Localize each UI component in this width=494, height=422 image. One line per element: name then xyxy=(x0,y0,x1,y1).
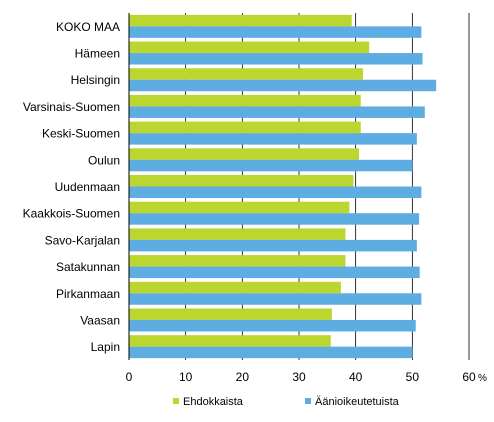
bar-ehdokkaista-2 xyxy=(129,68,364,80)
category-label: Pirkanmaan xyxy=(56,287,120,301)
bar-aanioikeutetuista-7 xyxy=(129,213,420,225)
legend: Ehdokkaista Äänioikeutetuista xyxy=(173,396,400,408)
category-label: Vaasan xyxy=(80,313,120,327)
x-tick-label: 20 xyxy=(236,370,250,384)
legend-label: Ehdokkaista xyxy=(183,396,244,408)
legend-swatch xyxy=(305,398,311,404)
category-label: KOKO MAA xyxy=(56,20,120,34)
category-label: Uudenmaan xyxy=(55,180,120,194)
legend-label: Äänioikeutetuista xyxy=(315,396,400,408)
bar-aanioikeutetuista-1 xyxy=(129,53,423,65)
category-label: Helsingin xyxy=(71,73,120,87)
bar-ehdokkaista-10 xyxy=(129,281,341,294)
x-unit-label: % xyxy=(478,373,487,384)
category-label: Lapin xyxy=(91,340,120,354)
bar-aanioikeutetuista-11 xyxy=(129,319,416,332)
bar-ehdokkaista-8 xyxy=(129,228,346,240)
category-labels: KOKO MAA Hämeen Helsingin Varsinais-Suomen K… xyxy=(23,20,120,354)
category-label: Kaakkois-Suomen xyxy=(23,207,120,221)
x-tick-label: 0 xyxy=(126,370,133,384)
x-tick-label: 60 xyxy=(462,370,476,384)
bar-ehdokkaista-11 xyxy=(129,308,332,320)
category-label: Keski-Suomen xyxy=(42,127,120,141)
bar-ehdokkaista-9 xyxy=(129,255,346,267)
bar-aanioikeutetuista-4 xyxy=(129,133,417,145)
bar-aanioikeutetuista-10 xyxy=(129,293,422,305)
bar-ehdokkaista-12 xyxy=(129,335,331,347)
bar-ehdokkaista-6 xyxy=(129,175,354,187)
x-tick-label: 30 xyxy=(292,370,306,384)
bar-aanioikeutetuista-0 xyxy=(129,26,422,38)
category-label: Varsinais-Suomen xyxy=(23,100,120,114)
bar-ehdokkaista-5 xyxy=(129,148,360,160)
bar-aanioikeutetuista-8 xyxy=(129,239,417,252)
bar-aanioikeutetuista-5 xyxy=(129,159,413,172)
bars xyxy=(129,14,437,359)
bar-aanioikeutetuista-3 xyxy=(129,106,425,118)
bar-ehdokkaista-1 xyxy=(129,41,370,54)
x-tick-label: 10 xyxy=(179,370,193,384)
bar-ehdokkaista-3 xyxy=(129,94,361,107)
category-label: Savo-Karjalan xyxy=(45,233,120,247)
category-label: Hämeen xyxy=(75,47,120,61)
category-label: Satakunnan xyxy=(56,260,120,274)
bar-ehdokkaista-4 xyxy=(129,121,361,134)
x-tick-label: 40 xyxy=(349,370,363,384)
bar-aanioikeutetuista-6 xyxy=(129,186,422,198)
x-tick-label: 50 xyxy=(406,370,420,384)
bar-aanioikeutetuista-9 xyxy=(129,266,420,279)
legend-swatch xyxy=(173,398,179,404)
bar-aanioikeutetuista-2 xyxy=(129,79,437,92)
x-tick-labels: 0 10 20 30 40 50 60% xyxy=(126,370,487,384)
category-label: Oulun xyxy=(88,153,120,167)
bar-ehdokkaista-7 xyxy=(129,201,350,214)
bar-ehdokkaista-0 xyxy=(129,14,352,27)
bar-aanioikeutetuista-12 xyxy=(129,346,413,359)
